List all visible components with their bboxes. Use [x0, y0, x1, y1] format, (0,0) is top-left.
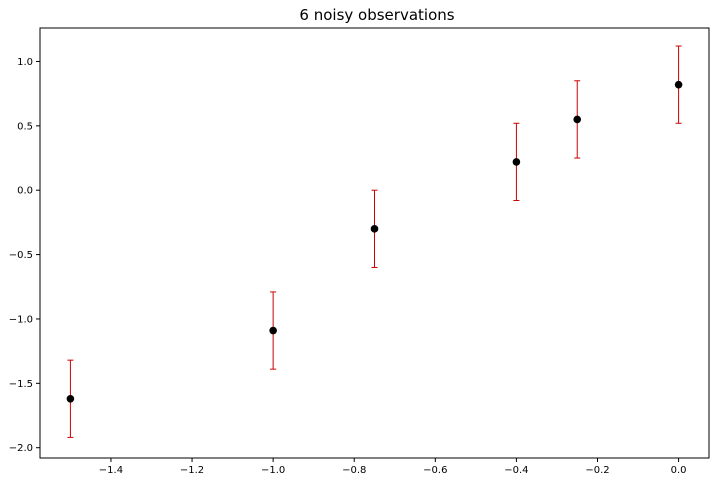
axes-frame: [39, 27, 710, 459]
x-tick-label: −1.4: [99, 465, 123, 476]
y-tick-label: −0.5: [9, 250, 33, 261]
x-tick-label: −0.2: [585, 465, 609, 476]
y-tick-label: −1.0: [9, 314, 33, 325]
x-tick-label: −1.2: [180, 465, 204, 476]
plot-area: −1.4 −1.2 −1.0 −0.8 −0.6 −0.4 −0.2 0.0 −2.0 −1.5 −…: [9, 27, 710, 476]
y-tick-label: −1.5: [9, 379, 33, 390]
x-tick-label: 0.0: [671, 465, 687, 476]
chart-title: 6 noisy observations: [299, 6, 454, 24]
data-point: [370, 225, 379, 233]
y-tick-label: 0.5: [17, 121, 33, 132]
data-point: [66, 394, 75, 403]
y-tick-label: −2.0: [9, 443, 33, 454]
y-tick-label: 0.0: [17, 186, 33, 197]
x-tick-label: −0.4: [504, 465, 528, 476]
data-point: [512, 158, 521, 166]
data-point: [674, 80, 683, 89]
x-tick-label: −1.0: [261, 465, 285, 476]
data-point: [269, 326, 277, 335]
x-tick-label: −0.6: [423, 465, 447, 476]
data-point: [573, 115, 582, 124]
x-tick-label: −0.8: [342, 465, 366, 476]
y-tick-label: 1.0: [17, 57, 33, 68]
